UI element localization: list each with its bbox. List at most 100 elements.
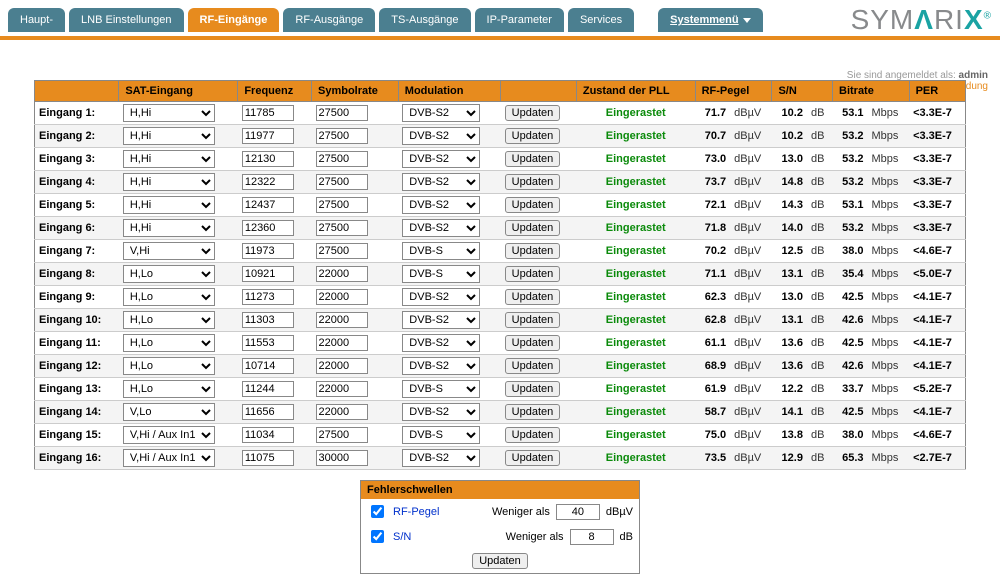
modulation-select[interactable]: DVB-S2 bbox=[402, 104, 480, 122]
symbolrate-input[interactable] bbox=[316, 450, 368, 466]
sat-select[interactable]: H,Hi bbox=[123, 127, 215, 145]
sat-select[interactable]: H,Hi bbox=[123, 196, 215, 214]
sat-select[interactable]: H,Lo bbox=[123, 311, 215, 329]
freq-input[interactable] bbox=[242, 128, 294, 144]
freq-input[interactable] bbox=[242, 289, 294, 305]
rf-value: 62.3 bbox=[695, 286, 730, 309]
sat-select[interactable]: H,Lo bbox=[123, 334, 215, 352]
freq-input[interactable] bbox=[242, 105, 294, 121]
modulation-select[interactable]: DVB-S2 bbox=[402, 449, 480, 467]
modulation-select[interactable]: DVB-S bbox=[402, 380, 480, 398]
modulation-select[interactable]: DVB-S2 bbox=[402, 196, 480, 214]
update-button[interactable]: Updaten bbox=[505, 312, 561, 328]
update-button[interactable]: Updaten bbox=[505, 243, 561, 259]
freq-input[interactable] bbox=[242, 404, 294, 420]
update-button[interactable]: Updaten bbox=[505, 427, 561, 443]
symbolrate-input[interactable] bbox=[316, 174, 368, 190]
modulation-select[interactable]: DVB-S2 bbox=[402, 127, 480, 145]
update-button[interactable]: Updaten bbox=[505, 404, 561, 420]
modulation-select[interactable]: DVB-S bbox=[402, 265, 480, 283]
update-button[interactable]: Updaten bbox=[505, 105, 561, 121]
sat-select[interactable]: H,Lo bbox=[123, 265, 215, 283]
sat-select[interactable]: H,Lo bbox=[123, 380, 215, 398]
sat-select[interactable]: H,Lo bbox=[123, 357, 215, 375]
tab-0[interactable]: Haupt- bbox=[8, 8, 65, 32]
update-button[interactable]: Updaten bbox=[505, 220, 561, 236]
update-button[interactable]: Updaten bbox=[505, 450, 561, 466]
sat-select[interactable]: H,Hi bbox=[123, 173, 215, 191]
symbolrate-input[interactable] bbox=[316, 243, 368, 259]
symbolrate-input[interactable] bbox=[316, 404, 368, 420]
sat-select[interactable]: H,Hi bbox=[123, 104, 215, 122]
modulation-select[interactable]: DVB-S2 bbox=[402, 334, 480, 352]
per-value: <4.1E-7 bbox=[909, 401, 965, 424]
modulation-select[interactable]: DVB-S bbox=[402, 242, 480, 260]
update-button[interactable]: Updaten bbox=[505, 128, 561, 144]
update-button[interactable]: Updaten bbox=[505, 174, 561, 190]
rf-value: 68.9 bbox=[695, 355, 730, 378]
thresholds-update-button[interactable]: Updaten bbox=[472, 553, 528, 569]
modulation-select[interactable]: DVB-S2 bbox=[402, 403, 480, 421]
freq-input[interactable] bbox=[242, 358, 294, 374]
sat-select[interactable]: V,Hi / Aux In1 bbox=[123, 449, 215, 467]
symbolrate-input[interactable] bbox=[316, 381, 368, 397]
freq-input[interactable] bbox=[242, 243, 294, 259]
logout-link[interactable]: Abmeldung bbox=[937, 81, 988, 92]
freq-input[interactable] bbox=[242, 151, 294, 167]
symbolrate-input[interactable] bbox=[316, 289, 368, 305]
row-label: Eingang 14: bbox=[35, 401, 119, 424]
symbolrate-input[interactable] bbox=[316, 358, 368, 374]
symbolrate-input[interactable] bbox=[316, 151, 368, 167]
symbolrate-input[interactable] bbox=[316, 312, 368, 328]
freq-input[interactable] bbox=[242, 266, 294, 282]
symbolrate-input[interactable] bbox=[316, 427, 368, 443]
modulation-select[interactable]: DVB-S2 bbox=[402, 173, 480, 191]
symbolrate-input[interactable] bbox=[316, 220, 368, 236]
sat-select[interactable]: V,Hi / Aux In1 bbox=[123, 426, 215, 444]
sat-select[interactable]: H,Lo bbox=[123, 288, 215, 306]
update-button[interactable]: Updaten bbox=[505, 151, 561, 167]
modulation-select[interactable]: DVB-S2 bbox=[402, 219, 480, 237]
per-value: <5.2E-7 bbox=[909, 378, 965, 401]
symbolrate-input[interactable] bbox=[316, 197, 368, 213]
sat-select[interactable]: V,Lo bbox=[123, 403, 215, 421]
freq-input[interactable] bbox=[242, 381, 294, 397]
symbolrate-input[interactable] bbox=[316, 105, 368, 121]
tab-4[interactable]: TS-Ausgänge bbox=[379, 8, 470, 32]
modulation-select[interactable]: DVB-S2 bbox=[402, 311, 480, 329]
sn-threshold-checkbox[interactable] bbox=[371, 530, 384, 543]
modulation-select[interactable]: DVB-S bbox=[402, 426, 480, 444]
freq-input[interactable] bbox=[242, 174, 294, 190]
modulation-select[interactable]: DVB-S2 bbox=[402, 357, 480, 375]
rf-threshold-checkbox[interactable] bbox=[371, 505, 384, 518]
symbolrate-input[interactable] bbox=[316, 266, 368, 282]
sat-select[interactable]: V,Hi bbox=[123, 242, 215, 260]
update-button[interactable]: Updaten bbox=[505, 358, 561, 374]
tab-6[interactable]: Services bbox=[568, 8, 634, 32]
tab-2[interactable]: RF-Eingänge bbox=[188, 8, 280, 32]
modulation-select[interactable]: DVB-S2 bbox=[402, 288, 480, 306]
update-button[interactable]: Updaten bbox=[505, 381, 561, 397]
freq-input[interactable] bbox=[242, 197, 294, 213]
update-button[interactable]: Updaten bbox=[505, 266, 561, 282]
sat-select[interactable]: H,Hi bbox=[123, 150, 215, 168]
tab-5[interactable]: IP-Parameter bbox=[475, 8, 564, 32]
freq-input[interactable] bbox=[242, 220, 294, 236]
update-button[interactable]: Updaten bbox=[505, 197, 561, 213]
tab-1[interactable]: LNB Einstellungen bbox=[69, 8, 184, 32]
tab-3[interactable]: RF-Ausgänge bbox=[283, 8, 375, 32]
symbolrate-input[interactable] bbox=[316, 128, 368, 144]
update-button[interactable]: Updaten bbox=[505, 289, 561, 305]
freq-input[interactable] bbox=[242, 312, 294, 328]
update-button[interactable]: Updaten bbox=[505, 335, 561, 351]
freq-input[interactable] bbox=[242, 450, 294, 466]
sat-select[interactable]: H,Hi bbox=[123, 219, 215, 237]
rf-threshold-input[interactable] bbox=[556, 504, 600, 520]
bitrate-value: 53.2 bbox=[833, 217, 868, 240]
sn-threshold-input[interactable] bbox=[570, 529, 614, 545]
symbolrate-input[interactable] bbox=[316, 335, 368, 351]
tab-sysmenu[interactable]: Systemmenü bbox=[658, 8, 762, 32]
freq-input[interactable] bbox=[242, 427, 294, 443]
freq-input[interactable] bbox=[242, 335, 294, 351]
modulation-select[interactable]: DVB-S2 bbox=[402, 150, 480, 168]
